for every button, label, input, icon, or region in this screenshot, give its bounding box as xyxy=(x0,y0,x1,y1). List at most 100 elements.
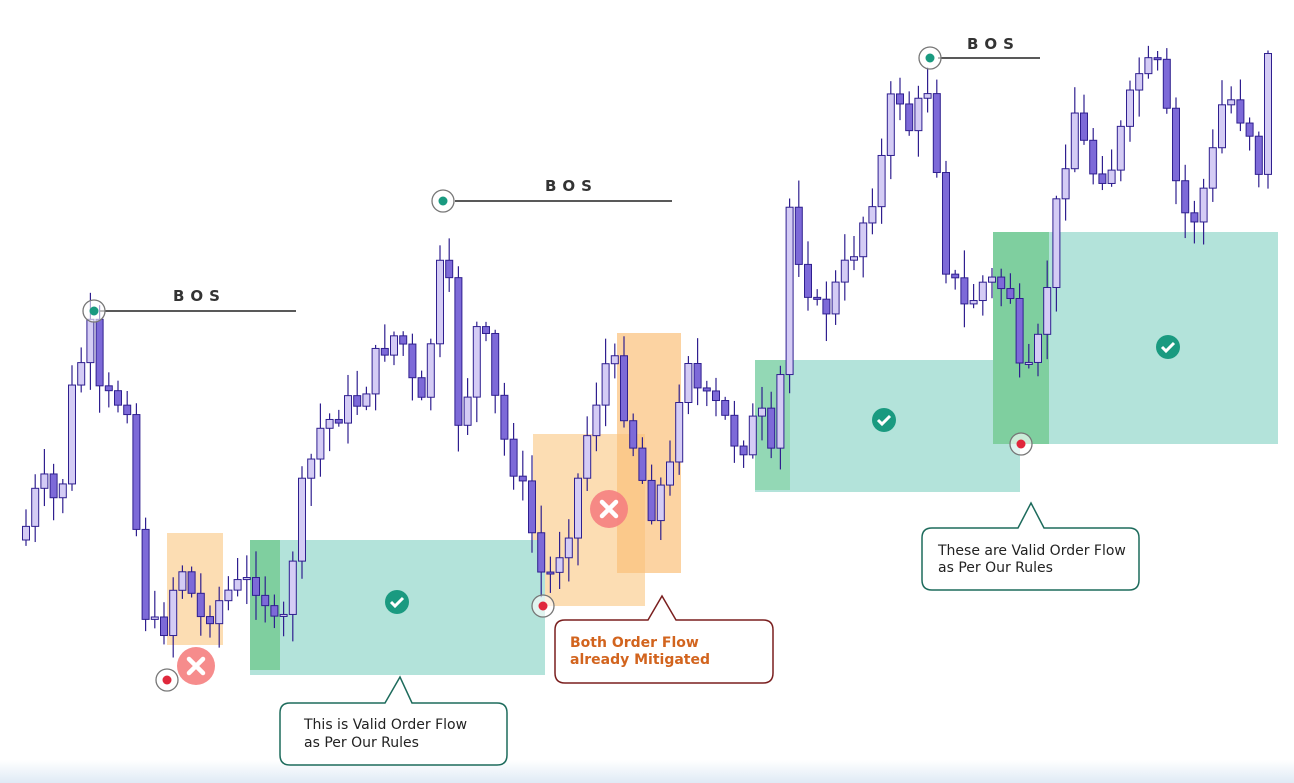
candle-body xyxy=(1227,99,1236,106)
callout: These are Valid Order Flow as Per Our Ru… xyxy=(921,501,1140,591)
candle-body xyxy=(850,256,858,261)
callout: Both Order Flow already Mitigated xyxy=(554,594,774,684)
candle-body xyxy=(178,571,187,591)
candle-body xyxy=(187,571,196,594)
cross-mark xyxy=(599,499,619,519)
callout-text: Both Order Flow xyxy=(570,635,699,651)
candle-body xyxy=(840,259,849,283)
candle-body xyxy=(1218,104,1226,149)
candle-body xyxy=(1015,297,1024,364)
candle-body xyxy=(509,438,518,477)
candle-body xyxy=(923,93,932,99)
candle-body xyxy=(748,415,757,456)
candle-body xyxy=(279,613,288,617)
candle-body xyxy=(463,396,472,426)
candle-body xyxy=(739,445,748,456)
candle-body xyxy=(1098,173,1107,184)
candle-body xyxy=(224,589,233,602)
bos-label: BOS xyxy=(967,35,1020,53)
candle-body xyxy=(362,393,371,407)
candle-body xyxy=(822,298,831,315)
candle-body xyxy=(1070,112,1079,170)
candle-body xyxy=(712,390,720,402)
pivot-dot xyxy=(925,53,935,63)
candle-body xyxy=(1052,198,1061,289)
callout-box xyxy=(921,501,1140,591)
candle-body xyxy=(123,404,132,416)
check-mark xyxy=(876,414,892,427)
candle-body xyxy=(1245,122,1254,137)
candle-body xyxy=(1172,107,1180,182)
candle-body xyxy=(555,557,564,573)
candle-body xyxy=(316,427,325,460)
pivot-dot xyxy=(1016,439,1026,449)
pivot-dot xyxy=(438,196,448,206)
candle-body xyxy=(905,103,914,132)
candle-body xyxy=(22,525,30,541)
candle-body xyxy=(104,385,113,392)
candle-body xyxy=(242,577,251,581)
candle-body xyxy=(1144,57,1153,75)
pivot-dot xyxy=(89,306,99,316)
candle-body xyxy=(160,616,168,637)
check-mark xyxy=(1160,341,1176,354)
cross-mark xyxy=(186,656,206,676)
candle-body xyxy=(932,93,941,174)
callout-text: as Per Our Rules xyxy=(938,560,1053,576)
candle-body xyxy=(1126,89,1134,127)
candle-body xyxy=(307,458,316,479)
candle-body xyxy=(1199,187,1208,223)
candle-body xyxy=(528,480,536,534)
candle-body xyxy=(491,332,500,396)
candle-body xyxy=(399,335,408,345)
callout-box xyxy=(554,594,774,684)
candle-body xyxy=(776,374,785,449)
candle-body xyxy=(334,418,343,424)
candle-body xyxy=(454,277,463,426)
candle-body xyxy=(261,594,270,607)
candle-body xyxy=(40,473,49,489)
callout-text: already Mitigated xyxy=(570,652,710,668)
candle-body xyxy=(132,414,141,530)
candle-body xyxy=(859,222,868,258)
candle-body xyxy=(408,343,417,379)
candle-body xyxy=(574,477,582,539)
pivot-dot xyxy=(162,675,172,685)
candle-body xyxy=(951,273,960,279)
candle-body xyxy=(472,326,481,398)
candle-body xyxy=(656,484,665,522)
candle-body xyxy=(86,318,95,364)
candle-body xyxy=(721,400,730,416)
candle-body xyxy=(693,363,702,389)
bottom-fade xyxy=(0,760,1294,783)
candle-body xyxy=(1190,212,1199,223)
candle-body xyxy=(997,276,1006,290)
candle-body xyxy=(196,592,205,618)
candle-body xyxy=(1208,147,1217,189)
candle-body xyxy=(767,407,776,449)
candle-body xyxy=(638,447,647,481)
candle-body xyxy=(1006,288,1015,299)
candle-body xyxy=(969,300,978,305)
candle-body xyxy=(380,347,389,356)
candle-body xyxy=(978,281,987,302)
bos-lines xyxy=(100,57,1040,312)
candle-body xyxy=(1080,112,1088,141)
candle-body xyxy=(583,435,592,479)
candle-body xyxy=(831,281,840,315)
candle-body xyxy=(58,483,67,499)
candle-body xyxy=(1181,180,1190,214)
candle-body xyxy=(270,605,279,617)
candle-body xyxy=(960,277,969,305)
candle-body xyxy=(988,276,996,283)
candles xyxy=(22,45,1272,658)
candle-body xyxy=(537,532,546,573)
callout-box xyxy=(279,675,508,766)
candle-body xyxy=(1043,287,1052,335)
candle-body xyxy=(31,487,40,527)
candle-body xyxy=(1254,135,1263,175)
candle-body xyxy=(500,394,509,440)
candle-body xyxy=(684,363,693,403)
candle-body xyxy=(1116,125,1125,171)
